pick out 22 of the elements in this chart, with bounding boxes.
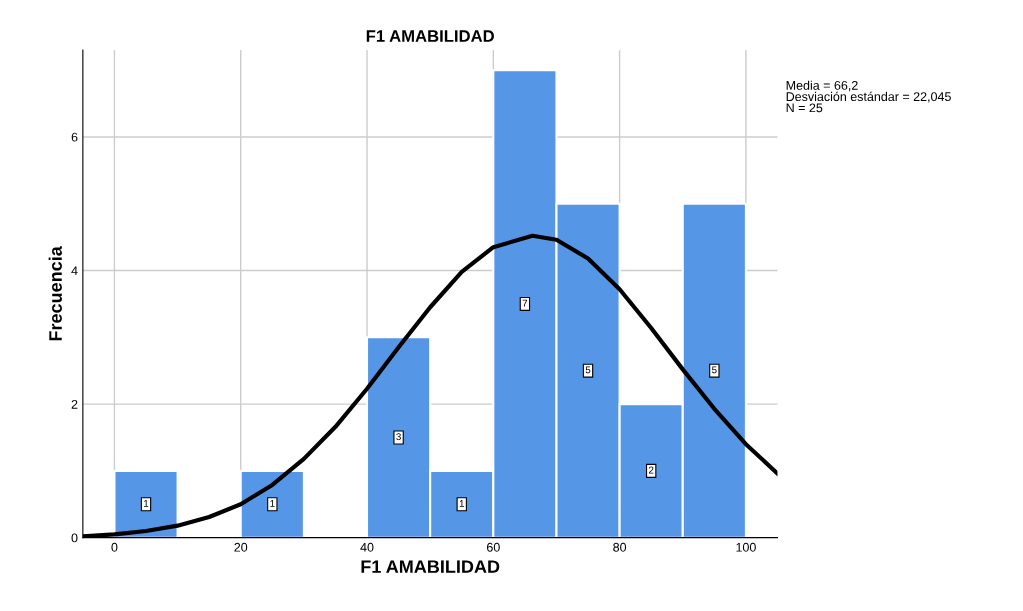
x-tick-label: 100	[736, 542, 756, 552]
data-label: 3	[396, 433, 401, 441]
data-label: 1	[270, 500, 275, 507]
x-tick-label: 20	[234, 542, 248, 552]
y-tick-label: 4	[71, 266, 78, 276]
x-axis-title: F1 AMABILIDAD	[361, 560, 500, 573]
text: Media = 66,2 Desviación estándar = 22,045 N = 25	[786, 80, 951, 113]
x-tick-label: 0	[111, 542, 118, 552]
data-label: 7	[522, 299, 528, 307]
data-label: 5	[585, 366, 591, 374]
data-label: 1	[144, 500, 149, 507]
chart-title: F1 AMABILIDAD	[366, 30, 494, 42]
x-tick-label: 80	[613, 542, 627, 552]
y-tick-label: 2	[71, 399, 78, 409]
y-axis-title: Frecuencia	[48, 246, 62, 341]
x-tick-label: 40	[360, 542, 374, 552]
y-tick-label: 6	[71, 132, 78, 142]
x-tick-label: 60	[487, 542, 500, 552]
y-tick-label: 0	[71, 533, 78, 543]
data-label: 5	[712, 366, 717, 374]
data-label: 2	[648, 466, 654, 474]
data-label: 1	[459, 500, 464, 507]
